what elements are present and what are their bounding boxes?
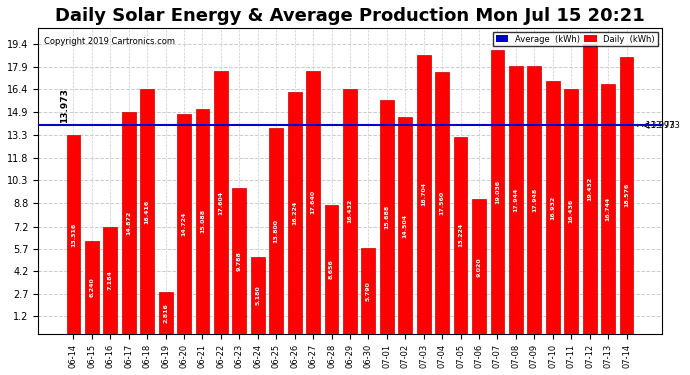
Text: 16.224: 16.224 [292,201,297,225]
Text: 8.656: 8.656 [329,260,334,279]
Text: 16.416: 16.416 [145,200,150,223]
Bar [66,135,80,334]
Text: 13.800: 13.800 [274,219,279,243]
Bar [453,136,468,334]
Bar [435,72,449,334]
Text: 13.973: 13.973 [61,88,70,123]
Bar [472,200,486,334]
Text: 18.576: 18.576 [624,183,629,207]
Bar [583,44,597,334]
Text: 17.560: 17.560 [440,191,444,215]
Text: 18.704: 18.704 [421,182,426,207]
Text: 9.020: 9.020 [477,257,482,276]
Text: 14.872: 14.872 [126,211,131,235]
Text: 7.184: 7.184 [108,270,112,290]
Bar [509,66,523,334]
Legend: Average  (kWh), Daily  (kWh): Average (kWh), Daily (kWh) [493,32,658,46]
Bar [546,81,560,334]
Bar [527,66,541,334]
Bar [324,205,338,334]
Bar [398,117,412,334]
Text: 19.432: 19.432 [587,177,592,201]
Bar [491,50,504,334]
Bar [269,128,283,334]
Text: Copyright 2019 Cartronics.com: Copyright 2019 Cartronics.com [44,37,175,46]
Text: 14.724: 14.724 [181,212,186,236]
Bar [122,112,136,334]
Text: 14.504: 14.504 [403,214,408,238]
Text: 5.790: 5.790 [366,281,371,301]
Bar [306,70,320,334]
Bar [140,89,154,334]
Text: 19.036: 19.036 [495,180,500,204]
Bar [564,88,578,334]
Bar [104,227,117,334]
Title: Daily Solar Energy & Average Production Mon Jul 15 20:21: Daily Solar Energy & Average Production … [55,7,645,25]
Bar [251,257,265,334]
Text: 9.788: 9.788 [237,251,242,271]
Text: 15.688: 15.688 [384,205,389,229]
Bar [362,248,375,334]
Text: 17.944: 17.944 [513,188,518,212]
Text: 17.948: 17.948 [532,188,537,212]
Bar [85,241,99,334]
Bar [601,84,615,334]
Bar [288,92,302,334]
Bar [620,57,633,334]
Text: 15.088: 15.088 [200,209,205,234]
Text: 17.604: 17.604 [219,190,224,214]
Bar [343,88,357,334]
Bar [195,109,209,334]
Text: 16.432: 16.432 [348,199,353,223]
Text: 13.224: 13.224 [458,223,463,248]
Bar [380,100,394,334]
Bar [233,188,246,334]
Bar [159,292,172,334]
Text: 2.816: 2.816 [163,303,168,323]
Text: ← 13.973: ← 13.973 [635,121,675,130]
Text: 6.240: 6.240 [90,278,95,297]
Text: 16.932: 16.932 [550,195,555,220]
Text: 5.180: 5.180 [255,285,260,305]
Bar [214,71,228,334]
Bar [177,114,191,334]
Text: ← 13.973: ← 13.973 [641,121,680,130]
Text: 16.744: 16.744 [606,197,611,221]
Text: 13.316: 13.316 [71,222,76,247]
Bar [417,55,431,334]
Text: 16.436: 16.436 [569,199,573,223]
Text: 17.640: 17.640 [310,190,315,214]
